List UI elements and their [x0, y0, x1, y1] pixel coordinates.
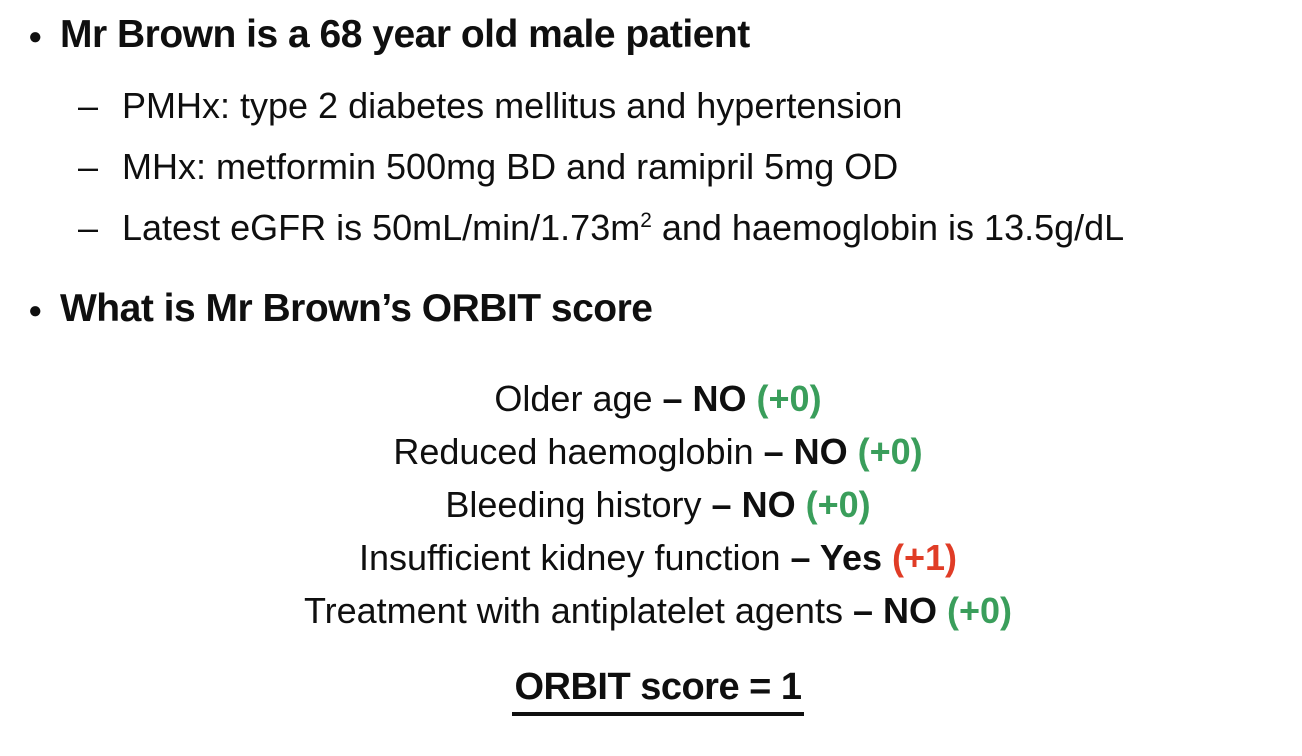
dash-icon: –	[78, 85, 99, 126]
orbit-criterion-haemoglobin: Reduced haemoglobin – NO (+0)	[14, 425, 1302, 478]
orbit-criterion-antiplatelet: Treatment with antiplatelet agents – NO(…	[14, 584, 1302, 637]
patient-detail-text: MHx: metformin 500mg BD and ramipril 5mg…	[122, 146, 899, 187]
superscript-2: 2	[640, 209, 652, 232]
criterion-label: Insufficient kidney function	[358, 537, 781, 578]
patient-summary-item: ● Mr Brown is a 68 year old male patient	[0, 11, 1302, 64]
criterion-answer: NO	[793, 431, 848, 472]
patient-detail-text: PMHx: type 2 diabetes mellitus and hyper…	[122, 85, 903, 126]
dash-separator: –	[842, 590, 883, 631]
patient-summary-title: Mr Brown is a 68 year old male patient	[60, 13, 750, 56]
patient-detail-pmhx: – PMHx: type 2 diabetes mellitus and hype…	[0, 85, 1302, 127]
patient-detail-labs: – Latest eGFR is 50mL/min/1.73m2 and haem…	[0, 207, 1302, 249]
criterion-answer: Yes	[819, 537, 882, 578]
criterion-answer: NO	[882, 590, 937, 631]
dash-separator: –	[753, 431, 794, 472]
patient-detail-mhx: – MHx: metformin 500mg BD and ramipril 5m…	[0, 146, 1302, 188]
criterion-label: Treatment with antiplatelet agents	[303, 590, 843, 631]
bullet-icon: ●	[28, 23, 43, 50]
criterion-label: Reduced haemoglobin	[393, 431, 754, 472]
orbit-criteria-list: Older age – NO (+0) Reduced haemoglobin –…	[0, 372, 1302, 637]
dash-separator: –	[652, 378, 693, 419]
patient-details-list: – PMHx: type 2 diabetes mellitus and hype…	[0, 85, 1302, 249]
criterion-points: (+0)	[805, 484, 871, 525]
question-title: What is Mr Brown’s ORBIT score	[60, 287, 653, 330]
labs-text-after-sup: and haemoglobin is 13.5g/dL	[651, 207, 1125, 248]
criterion-points: (+0)	[857, 431, 923, 472]
orbit-result-text: ORBIT score = 1	[512, 663, 804, 716]
orbit-criterion-bleeding: Bleeding history – NO (+0)	[14, 478, 1302, 531]
criterion-label: Bleeding history	[445, 484, 702, 525]
dash-separator: –	[701, 484, 742, 525]
criterion-points: (+1)	[892, 537, 958, 578]
patient-detail-text: Latest eGFR is 50mL/min/1.73m2 and haemo…	[122, 207, 1124, 249]
criterion-points: (+0)	[756, 378, 822, 419]
orbit-criterion-kidney: Insufficient kidney function – Yes (+1)	[14, 531, 1302, 584]
criterion-answer: NO	[692, 378, 747, 419]
orbit-criterion-older-age: Older age – NO (+0)	[14, 372, 1302, 425]
question-item: ● What is Mr Brown’s ORBIT score	[0, 285, 1302, 338]
bullet-icon: ●	[28, 297, 43, 324]
dash-icon: –	[78, 207, 99, 248]
criterion-points: (+0)	[946, 590, 1013, 631]
dash-icon: –	[78, 146, 99, 187]
dash-separator: –	[780, 537, 820, 578]
criterion-label: Older age	[494, 378, 653, 419]
labs-text-before-sup: Latest eGFR is 50mL/min/1.73m	[122, 207, 641, 248]
criterion-answer: NO	[741, 484, 796, 525]
orbit-result: ORBIT score = 1	[0, 663, 1302, 719]
